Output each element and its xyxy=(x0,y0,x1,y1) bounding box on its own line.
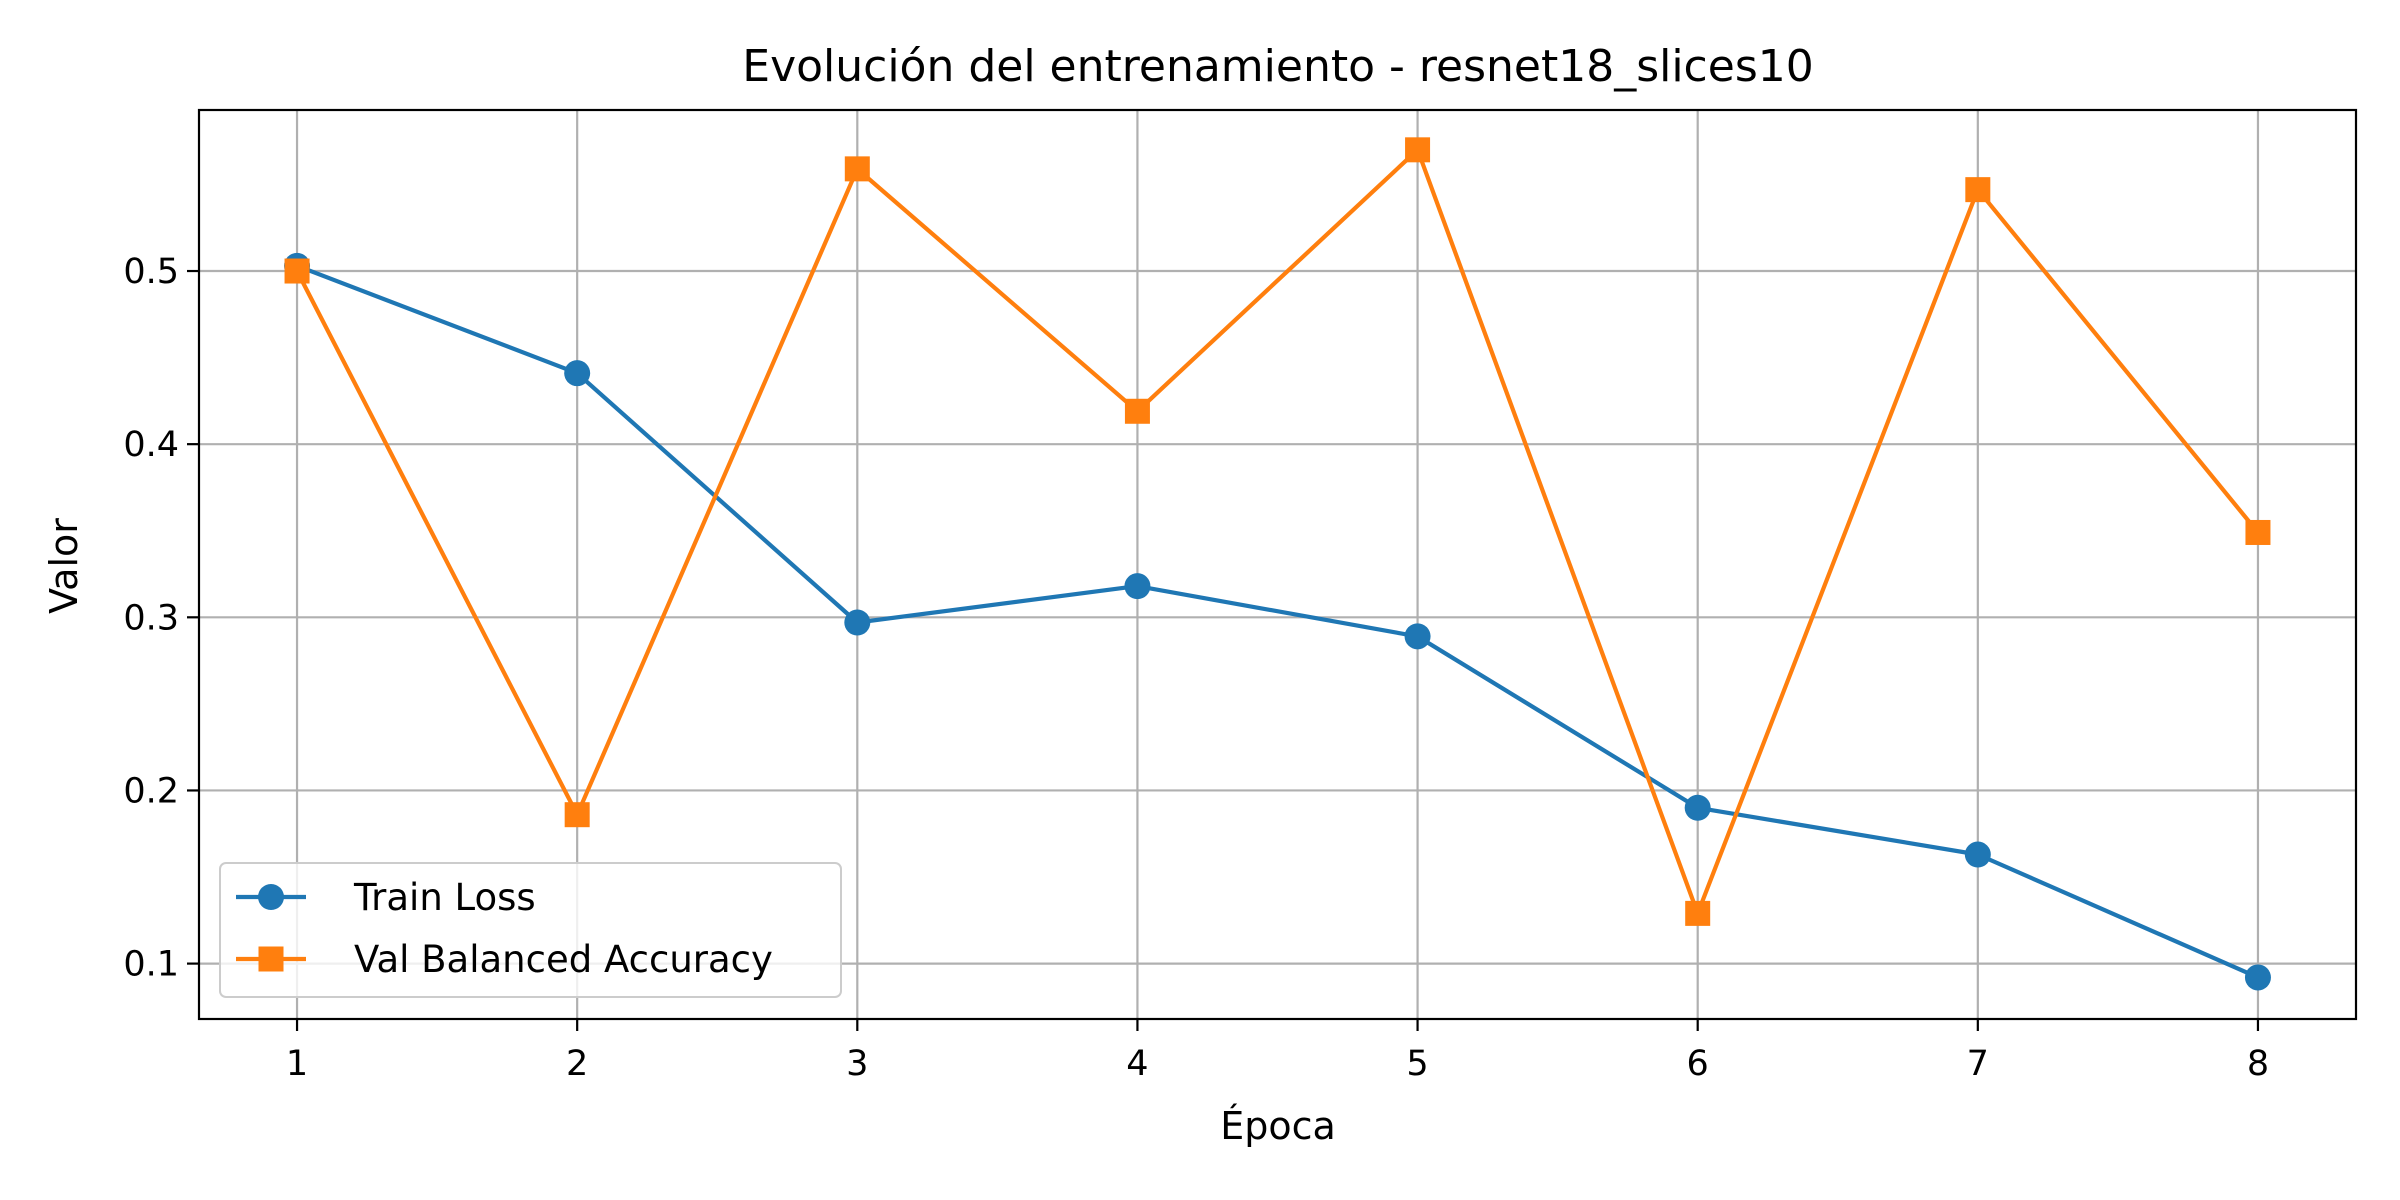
x-tick-label: 1 xyxy=(286,1044,308,1084)
x-tick-label: 4 xyxy=(1126,1044,1148,1084)
data-point xyxy=(1124,573,1151,600)
data-point xyxy=(1965,177,1991,203)
legend-marker xyxy=(258,946,284,972)
legend-item: Train Loss xyxy=(236,876,536,919)
axis-ticks: 1 2 3 4 5 6 7 8 0.1 0.2 0.3 0.4 0.5 xyxy=(123,252,2269,1084)
x-tick-label: 8 xyxy=(2247,1044,2269,1084)
chart-title: Evolución del entrenamiento - resnet18_s… xyxy=(742,41,1813,92)
data-point xyxy=(1964,841,1991,868)
x-tick-label: 6 xyxy=(1687,1044,1709,1084)
data-point xyxy=(2245,519,2271,545)
x-tick-label: 7 xyxy=(1967,1044,1989,1084)
data-point xyxy=(1684,794,1711,821)
plot-area-frame xyxy=(197,108,2358,1021)
y-tick-label: 0.3 xyxy=(123,598,179,638)
x-tick-label: 3 xyxy=(846,1044,868,1084)
legend-box xyxy=(219,862,842,998)
series-layer xyxy=(284,137,2271,991)
data-point xyxy=(1405,137,1431,163)
y-tick-label: 0.5 xyxy=(123,252,179,292)
data-point xyxy=(564,360,591,387)
x-tick-label: 2 xyxy=(566,1044,588,1084)
y-axis-label: Valor xyxy=(42,518,86,614)
data-point xyxy=(1685,900,1711,926)
x-tick-label: 5 xyxy=(1406,1044,1428,1084)
data-point xyxy=(844,609,871,636)
data-point xyxy=(2244,964,2271,991)
legend-item: Val Balanced Accuracy xyxy=(236,938,773,981)
series-line xyxy=(295,147,2260,916)
data-point xyxy=(284,258,310,284)
legend-label: Train Loss xyxy=(353,876,536,919)
x-axis-label: Época xyxy=(1220,1104,1336,1148)
data-point xyxy=(1404,623,1431,650)
data-point xyxy=(564,802,590,828)
legend-marker xyxy=(258,884,284,910)
data-point xyxy=(844,156,870,182)
y-tick-label: 0.1 xyxy=(123,945,179,985)
y-tick-label: 0.4 xyxy=(123,425,179,465)
series-1 xyxy=(284,137,2271,926)
series-line xyxy=(296,263,2259,980)
y-tick-label: 0.2 xyxy=(123,771,179,811)
data-point xyxy=(1124,398,1150,424)
legend: Train Loss Val Balanced Accuracy xyxy=(219,862,842,998)
legend-label: Val Balanced Accuracy xyxy=(354,938,773,981)
